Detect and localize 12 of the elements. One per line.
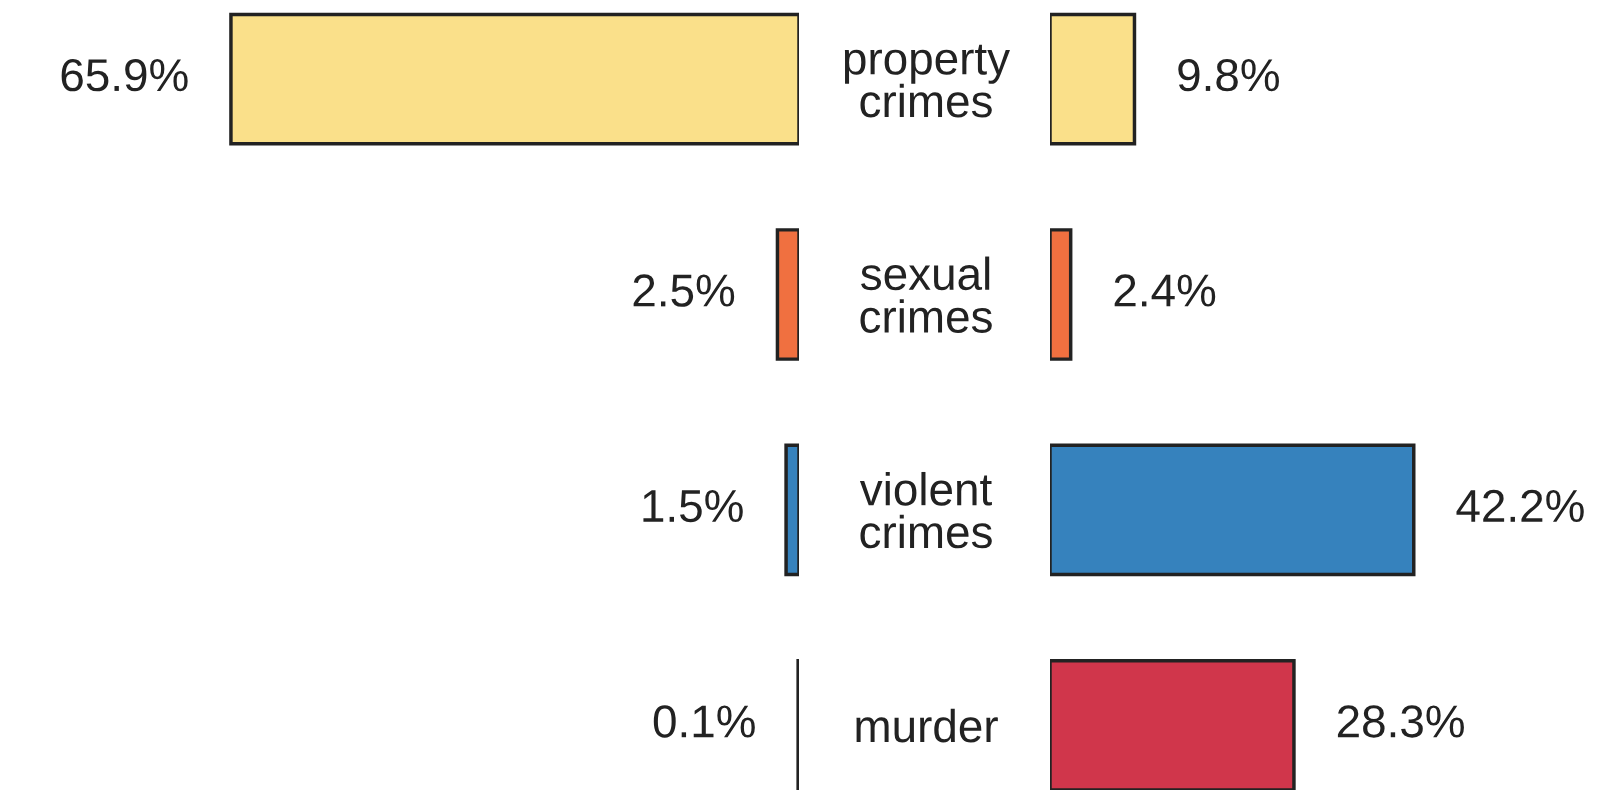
- data-label: 42.2%: [1456, 489, 1584, 523]
- y-tick-label: sexual crimes: [860, 256, 992, 333]
- data-label: 65.9%: [61, 58, 188, 92]
- data-label: 28.3%: [1337, 705, 1464, 738]
- data-label: 2.4%: [1114, 274, 1216, 307]
- data-label: 2.5%: [633, 274, 735, 307]
- y-tick-label: property crimes: [844, 44, 1010, 118]
- data-label: 0.1%: [653, 705, 755, 738]
- data-label: 1.5%: [643, 489, 743, 523]
- y-tick-label: murder: [856, 708, 998, 743]
- data-label: 9.8%: [1178, 58, 1279, 92]
- y-tick-label: violent crimes: [859, 471, 992, 549]
